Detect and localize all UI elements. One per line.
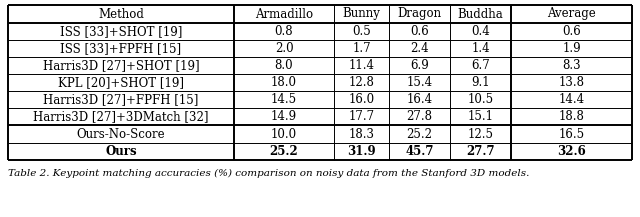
Text: Average: Average <box>547 8 596 20</box>
Text: 2.4: 2.4 <box>410 42 429 55</box>
Text: 12.5: 12.5 <box>467 128 493 140</box>
Text: 11.4: 11.4 <box>349 59 374 72</box>
Text: Harris3D [27]+SHOT [19]: Harris3D [27]+SHOT [19] <box>43 59 199 72</box>
Text: 8.0: 8.0 <box>275 59 293 72</box>
Text: 10.5: 10.5 <box>467 93 493 106</box>
Text: 6.9: 6.9 <box>410 59 429 72</box>
Text: 2.0: 2.0 <box>275 42 293 55</box>
Text: Ours: Ours <box>105 145 137 158</box>
Text: 1.7: 1.7 <box>352 42 371 55</box>
Text: 15.4: 15.4 <box>406 76 433 89</box>
Text: 27.8: 27.8 <box>406 110 433 123</box>
Text: 15.1: 15.1 <box>467 110 493 123</box>
Text: Ours-No-Score: Ours-No-Score <box>77 128 165 140</box>
Text: Harris3D [27]+FPFH [15]: Harris3D [27]+FPFH [15] <box>44 93 198 106</box>
Text: 25.2: 25.2 <box>406 128 433 140</box>
Text: 10.0: 10.0 <box>271 128 297 140</box>
Text: KPL [20]+SHOT [19]: KPL [20]+SHOT [19] <box>58 76 184 89</box>
Text: 8.3: 8.3 <box>562 59 581 72</box>
Text: 9.1: 9.1 <box>471 76 490 89</box>
Text: Bunny: Bunny <box>342 8 380 20</box>
Text: Armadillo: Armadillo <box>255 8 313 20</box>
Text: 27.7: 27.7 <box>466 145 495 158</box>
Text: 14.4: 14.4 <box>559 93 584 106</box>
Text: 13.8: 13.8 <box>559 76 584 89</box>
Text: 0.4: 0.4 <box>471 25 490 38</box>
Text: 1.9: 1.9 <box>562 42 581 55</box>
Text: 31.9: 31.9 <box>347 145 376 158</box>
Text: 18.8: 18.8 <box>559 110 584 123</box>
Text: Dragon: Dragon <box>397 8 442 20</box>
Text: 12.8: 12.8 <box>349 76 374 89</box>
Text: 6.7: 6.7 <box>471 59 490 72</box>
Text: 0.6: 0.6 <box>562 25 581 38</box>
Text: 0.6: 0.6 <box>410 25 429 38</box>
Text: 1.4: 1.4 <box>471 42 490 55</box>
Text: Harris3D [27]+3DMatch [32]: Harris3D [27]+3DMatch [32] <box>33 110 209 123</box>
Text: Method: Method <box>98 8 144 20</box>
Text: 16.5: 16.5 <box>559 128 584 140</box>
Text: 25.2: 25.2 <box>269 145 298 158</box>
Text: 17.7: 17.7 <box>348 110 374 123</box>
Text: Table 2. Keypoint matching accuracies (%) comparison on noisy data from the Stan: Table 2. Keypoint matching accuracies (%… <box>8 168 529 178</box>
Text: 45.7: 45.7 <box>405 145 434 158</box>
Text: 16.0: 16.0 <box>348 93 374 106</box>
Text: Buddha: Buddha <box>458 8 504 20</box>
Text: 18.3: 18.3 <box>349 128 374 140</box>
Text: 0.8: 0.8 <box>275 25 293 38</box>
Text: 0.5: 0.5 <box>352 25 371 38</box>
Text: 14.9: 14.9 <box>271 110 297 123</box>
Text: 32.6: 32.6 <box>557 145 586 158</box>
Text: ISS [33]+FPFH [15]: ISS [33]+FPFH [15] <box>60 42 182 55</box>
Text: 16.4: 16.4 <box>406 93 433 106</box>
Text: ISS [33]+SHOT [19]: ISS [33]+SHOT [19] <box>60 25 182 38</box>
Text: 14.5: 14.5 <box>271 93 297 106</box>
Text: 18.0: 18.0 <box>271 76 297 89</box>
